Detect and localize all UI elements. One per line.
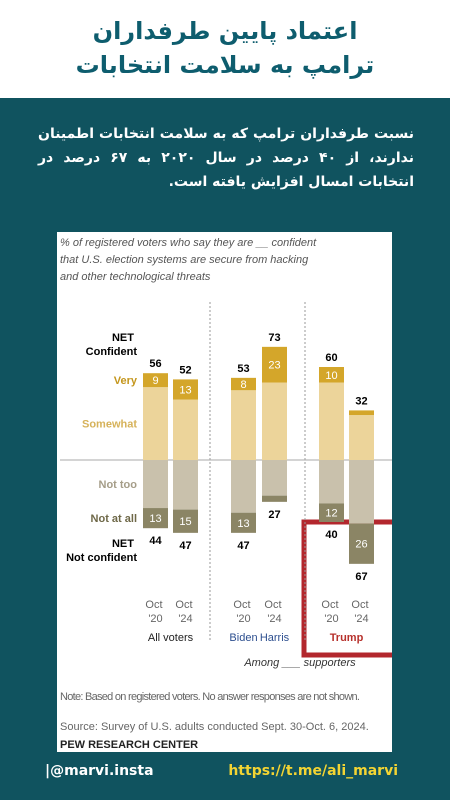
- bar-segment: [143, 373, 168, 388]
- legend-label: Not at all: [91, 513, 137, 525]
- data-label: 26: [355, 539, 367, 551]
- subtitle: % of registered voters who say they are …: [60, 237, 319, 283]
- net-label: 52: [179, 364, 191, 376]
- net-label: 44: [149, 535, 162, 547]
- bar-segment: [349, 415, 374, 460]
- note: Note: Based on registered voters. No ans…: [60, 691, 360, 703]
- bar-segment: [173, 399, 198, 460]
- group-label: Harris: [260, 632, 290, 644]
- bar-segment: [231, 512, 256, 533]
- chart: Among ___ supporters Note: Based on regi…: [57, 232, 392, 752]
- net-label: 40: [325, 529, 337, 541]
- bar-segment: [319, 503, 344, 522]
- bar-segment: [231, 377, 256, 391]
- bar-segment: [319, 367, 344, 383]
- bar-segment: [231, 390, 256, 460]
- group-label: Biden: [229, 632, 257, 644]
- net-label: 32: [355, 395, 367, 407]
- bar-segment: [349, 410, 374, 416]
- bar-segment: [262, 382, 287, 460]
- net-label: 53: [237, 363, 249, 375]
- bar-segment: [262, 346, 287, 383]
- bar-segment: [262, 495, 287, 502]
- data-label: 23: [268, 360, 280, 372]
- bar-segment: [173, 509, 198, 533]
- group-label: All voters: [148, 632, 194, 644]
- net-label: 47: [179, 540, 191, 552]
- bar-segment: [319, 460, 344, 504]
- summary: نسبت طرفداران ترامپ که به سلامت انتخابات…: [38, 126, 414, 190]
- source: Source: Survey of U.S. adults conducted …: [60, 721, 369, 733]
- net-label: 67: [355, 571, 367, 583]
- group-axis-label: Among ___ supporters: [243, 657, 356, 669]
- data-label: 15: [179, 516, 191, 528]
- net-label: 47: [237, 540, 249, 552]
- bar-segment: [143, 460, 168, 509]
- bar-segment: [173, 460, 198, 510]
- footer-right: https://t.me/ali_marvi: [228, 763, 398, 779]
- group-label: Trump: [330, 632, 364, 644]
- data-label: 10: [325, 370, 337, 382]
- bar-segment: [349, 523, 374, 564]
- credit: PEW RESEARCH CENTER: [60, 739, 198, 751]
- net-row-label: NET Confident: [86, 332, 138, 358]
- x-tick-label: Oct '20: [321, 599, 341, 625]
- x-tick-label: Oct '24: [351, 599, 371, 625]
- data-label: 8: [240, 379, 246, 391]
- footer-left: |@marvi.insta: [45, 763, 154, 779]
- legend-label: Somewhat: [82, 419, 137, 431]
- data-label: 13: [179, 384, 191, 396]
- bar-segment: [231, 460, 256, 513]
- net-label: 73: [268, 332, 280, 344]
- net-row-label: NET Not confident: [66, 538, 137, 564]
- bar-segment: [319, 382, 344, 460]
- net-label: 27: [268, 509, 280, 521]
- bar-segment: [262, 460, 287, 496]
- data-label: 9: [152, 375, 158, 387]
- x-tick-label: Oct '24: [175, 599, 195, 625]
- bar-segment: [349, 460, 374, 524]
- bar-segment: [143, 387, 168, 460]
- x-tick-label: Oct '24: [264, 599, 284, 625]
- title: ترامپ به سلامت انتخابات: [75, 51, 375, 79]
- header: اعتماد پایین طرفداران ترامپ به سلامت انت…: [0, 0, 450, 98]
- data-label: 13: [237, 518, 249, 530]
- legend-label: Very: [114, 375, 138, 387]
- legend-label: Not too: [99, 479, 138, 491]
- net-label: 60: [325, 352, 337, 364]
- title: اعتماد پایین طرفداران: [92, 17, 358, 45]
- x-tick-label: Oct '20: [233, 599, 253, 625]
- data-label: 13: [149, 513, 161, 525]
- x-tick-label: Oct '20: [145, 599, 165, 625]
- bar-segment: [143, 508, 168, 529]
- net-label: 56: [149, 358, 161, 370]
- bar-segment: [173, 379, 198, 400]
- data-label: 12: [325, 508, 337, 520]
